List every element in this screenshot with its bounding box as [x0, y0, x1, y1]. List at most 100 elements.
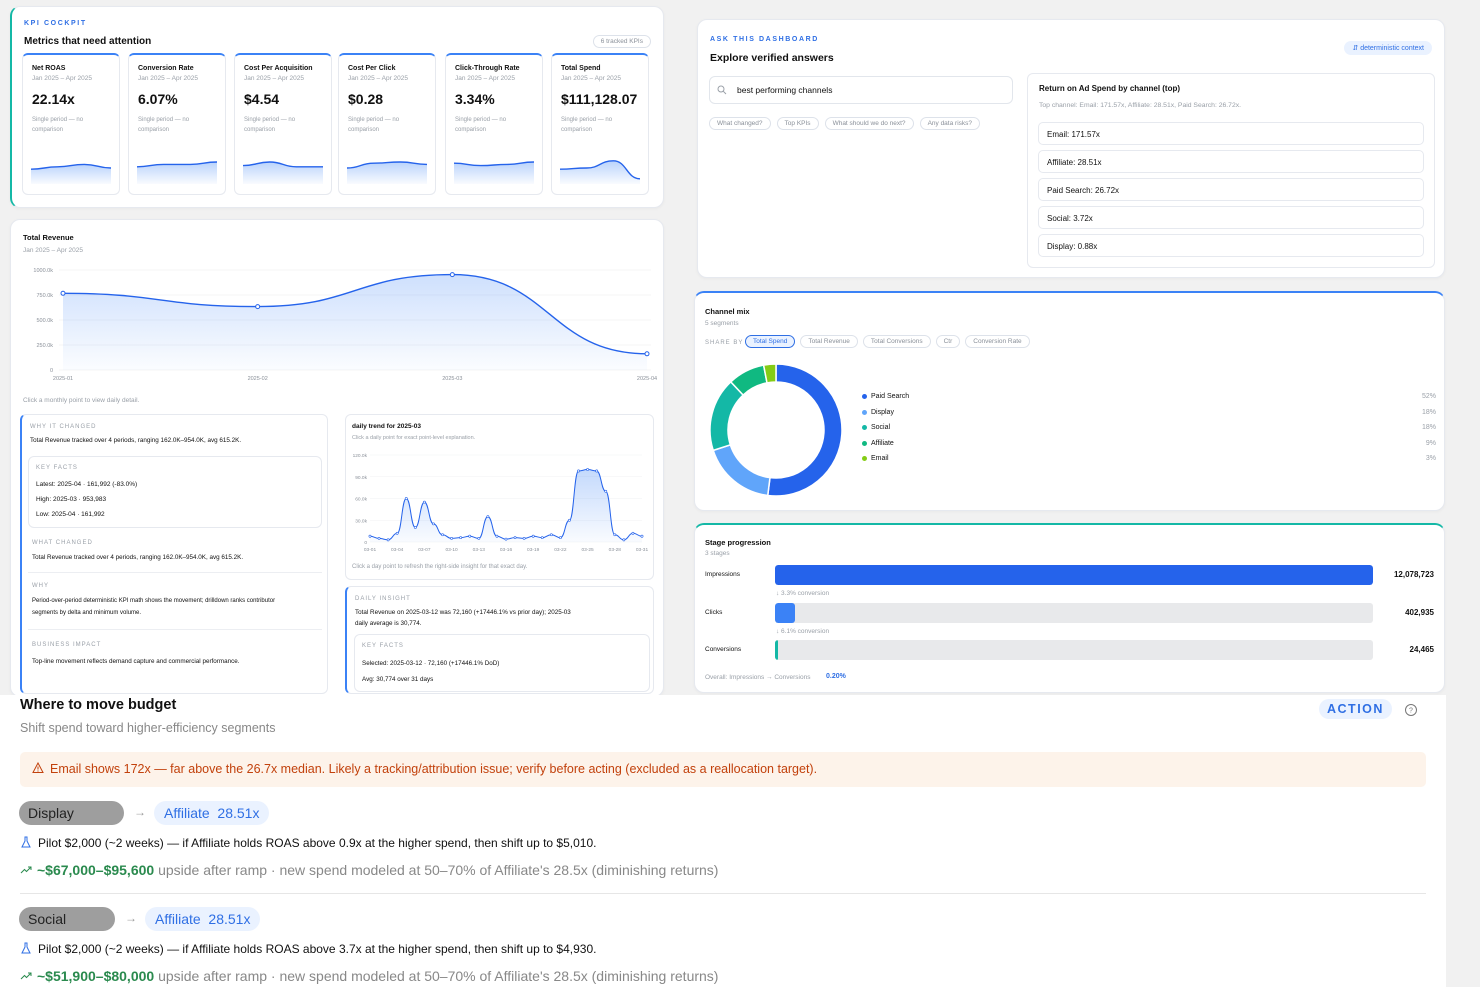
daily-point[interactable]: [622, 538, 626, 542]
ask-eyebrow: ASK THIS DASHBOARD: [710, 36, 819, 43]
flask-icon: [21, 836, 31, 848]
chip-data-risks[interactable]: Any data risks?: [919, 117, 980, 130]
share-by-label: SHARE BY: [705, 340, 744, 346]
tab-total-revenue[interactable]: Total Revenue: [800, 335, 858, 348]
daily-point[interactable]: [586, 468, 590, 471]
daily-point[interactable]: [423, 500, 426, 504]
revenue-point[interactable]: [60, 290, 66, 296]
stage-value: 402,935: [1405, 608, 1434, 617]
donut-slice[interactable]: [762, 363, 777, 384]
key-facts-box: [28, 456, 322, 528]
kpi-card[interactable]: Net ROAS Jan 2025 – Apr 2025 22.14x Single …: [22, 53, 120, 195]
search-input[interactable]: best performing channels: [737, 85, 833, 95]
kpi-sparkline: [453, 161, 535, 184]
kpi-sparkline-line: [453, 161, 535, 167]
answer-sub: Top channel: Email: 171.57x, Affiliate: …: [1039, 102, 1242, 109]
help-icon[interactable]: ?: [1404, 703, 1418, 717]
daily-point[interactable]: [477, 536, 481, 540]
kpi-name: Cost Per Click: [348, 65, 396, 72]
daily-point[interactable]: [504, 537, 508, 541]
daily-point[interactable]: [368, 534, 372, 538]
upside-note: upside after ramp · new spend modeled at…: [154, 862, 719, 878]
kpi-card[interactable]: Cost Per Click Jan 2025 – Apr 2025 $0.28 Si…: [338, 53, 436, 195]
kpi-card[interactable]: Click-Through Rate Jan 2025 – Apr 2025 3.3…: [445, 53, 543, 195]
daily-point[interactable]: [432, 522, 435, 526]
upside-text: ~$67,000–$95,600 upside after ramp · new…: [37, 862, 718, 878]
flask-icon: [21, 942, 31, 954]
kpi-sparkline: [559, 160, 641, 184]
daily-trend-hint: Click a day point to refresh the right-s…: [352, 564, 528, 570]
move-from-chip[interactable]: Display: [19, 801, 124, 825]
daily-point[interactable]: [613, 533, 617, 537]
daily-point[interactable]: [549, 533, 553, 537]
stage-bar[interactable]: [775, 565, 1373, 585]
upside-text: ~$51,900–$80,000 upside after ramp · new…: [37, 968, 718, 984]
kpi-note-line: comparison: [455, 127, 487, 133]
stage-label: Impressions: [705, 571, 741, 578]
kpi-value: 6.07%: [138, 91, 178, 107]
kpi-card[interactable]: Cost Per Acquisition Jan 2025 – Apr 2025 $…: [234, 53, 332, 195]
revenue-point[interactable]: [449, 272, 455, 278]
daily-point[interactable]: [459, 536, 463, 540]
daily-point[interactable]: [531, 534, 535, 538]
daily-point[interactable]: [377, 536, 381, 540]
daily-point[interactable]: [568, 518, 571, 522]
daily-trend-chart[interactable]: 120.0k 90.0k 60.0k 30.0k 003-01 03-04 03-07 03-…: [348, 447, 648, 557]
daily-point[interactable]: [522, 536, 526, 540]
daily-point[interactable]: [631, 531, 635, 535]
kpi-card[interactable]: Conversion Rate Jan 2025 – Apr 2025 6.07% S…: [128, 53, 226, 195]
tab-total-spend[interactable]: Total Spend: [745, 335, 796, 348]
donut-slice[interactable]: [709, 380, 745, 452]
chip-top-kpis[interactable]: Top KPIs: [776, 117, 819, 130]
daily-point[interactable]: [540, 536, 544, 540]
daily-point[interactable]: [640, 534, 644, 538]
why-text-1: Period-over-period deterministic KPI mat…: [32, 598, 276, 604]
kpi-period: Jan 2025 – Apr 2025: [561, 75, 621, 82]
move-to-chip[interactable]: Affiliate 28.51x: [154, 801, 270, 825]
tab-total-conversions[interactable]: Total Conversions: [862, 335, 931, 348]
daily-point[interactable]: [577, 469, 580, 473]
move-to-chip[interactable]: Affiliate 28.51x: [145, 907, 261, 931]
tab-ctr[interactable]: Ctr: [935, 335, 961, 348]
stage-value: 24,465: [1409, 645, 1434, 654]
budget-title: Where to move budget: [20, 697, 177, 713]
daily-point[interactable]: [558, 536, 562, 540]
daily-x-tick: 03-04: [391, 547, 404, 553]
kpi-note-line: Single period — no: [455, 117, 507, 123]
daily-point[interactable]: [604, 489, 608, 493]
revenue-point[interactable]: [644, 351, 650, 357]
daily-point[interactable]: [395, 531, 399, 535]
daily-insight-caption: DAILY INSIGHT: [355, 596, 411, 602]
kpi-card[interactable]: Total Spend Jan 2025 – Apr 2025 $111,128.0…: [551, 53, 649, 195]
kpi-sparkline-area: [137, 162, 217, 184]
chip-what-changed[interactable]: What changed?: [709, 117, 771, 130]
daily-point[interactable]: [495, 534, 499, 538]
channel-mix-donut[interactable]: [706, 360, 846, 500]
donut-slice[interactable]: [712, 443, 771, 497]
daily-point[interactable]: [413, 526, 417, 529]
daily-point[interactable]: [513, 536, 517, 540]
daily-point[interactable]: [468, 534, 472, 538]
stage-bar[interactable]: [775, 640, 778, 660]
stage-bar[interactable]: [775, 603, 795, 623]
answer-row-social: Social: 3.72x: [1038, 206, 1424, 229]
kpi-period: Jan 2025 – Apr 2025: [348, 75, 408, 82]
search-box[interactable]: [709, 76, 1013, 104]
kpi-sparkline: [30, 163, 112, 184]
daily-point[interactable]: [386, 538, 390, 542]
move-from-chip[interactable]: Social: [19, 907, 115, 931]
channel-mix-sub: 5 segments: [705, 320, 739, 327]
chip-next-steps[interactable]: What should we do next?: [824, 117, 914, 130]
daily-point[interactable]: [486, 515, 490, 519]
kpi-sparkline-line: [30, 163, 112, 170]
daily-point[interactable]: [450, 536, 454, 540]
tab-conversion-rate[interactable]: Conversion Rate: [965, 335, 1030, 348]
daily-point[interactable]: [441, 533, 444, 537]
daily-point[interactable]: [595, 469, 599, 473]
revenue-point[interactable]: [255, 304, 261, 310]
donut-slice[interactable]: [766, 363, 843, 497]
kpi-sparkline-area: [454, 162, 534, 184]
daily-x-tick: 03-01: [364, 547, 377, 553]
daily-point[interactable]: [404, 497, 408, 500]
